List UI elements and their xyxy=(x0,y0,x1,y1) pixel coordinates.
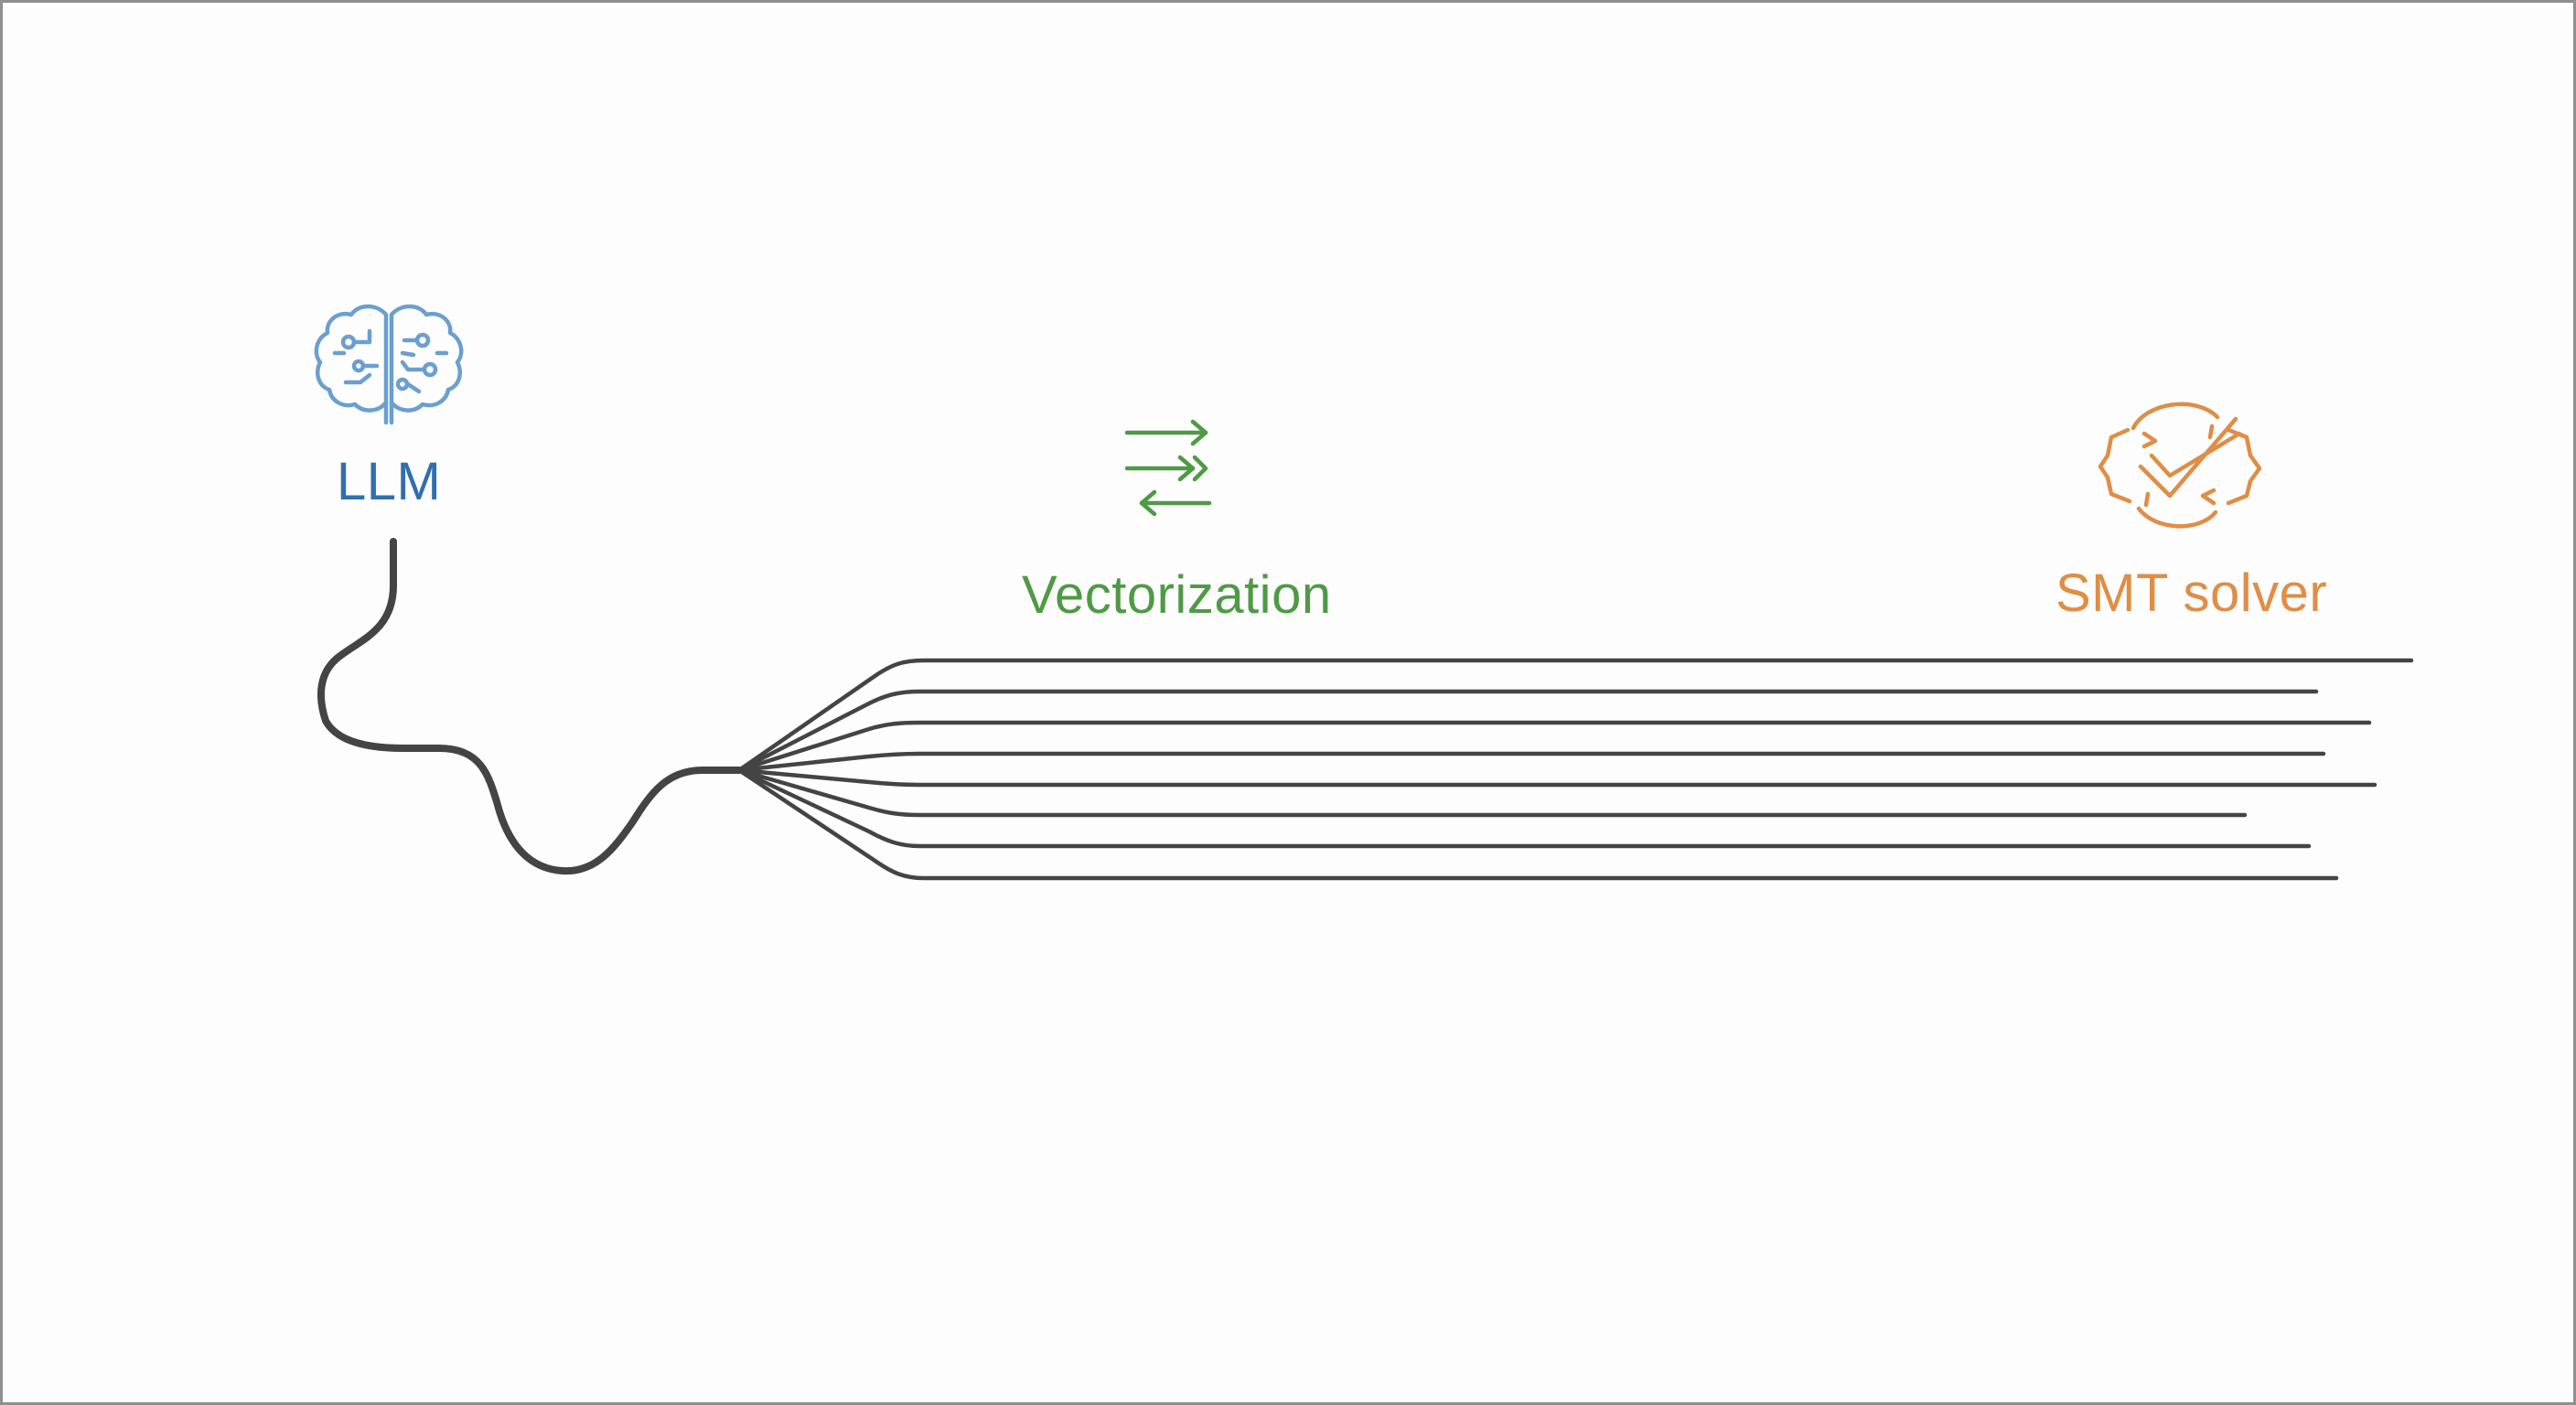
smt-solver-label: SMT solver xyxy=(2055,563,2328,623)
fanout-lines xyxy=(736,658,2414,881)
wire-llm-to-fanout xyxy=(317,538,743,875)
fanout-line-5 xyxy=(736,767,2377,788)
vectorization-label: Vectorization xyxy=(1022,565,1332,625)
fanout-line-1 xyxy=(736,658,2414,773)
fanout-line-4 xyxy=(736,751,2326,773)
fanout-line-6 xyxy=(736,767,2248,818)
swap-arrows-icon xyxy=(1124,419,1212,517)
fanout-line-3 xyxy=(736,720,2372,773)
brain-icon xyxy=(314,304,464,425)
fanout-line-8 xyxy=(736,767,2339,881)
check-cycle-icon xyxy=(2098,402,2262,529)
fanout-line-2 xyxy=(736,689,2319,773)
fanout-line-7 xyxy=(736,767,2312,849)
llm-label: LLM xyxy=(337,452,442,511)
